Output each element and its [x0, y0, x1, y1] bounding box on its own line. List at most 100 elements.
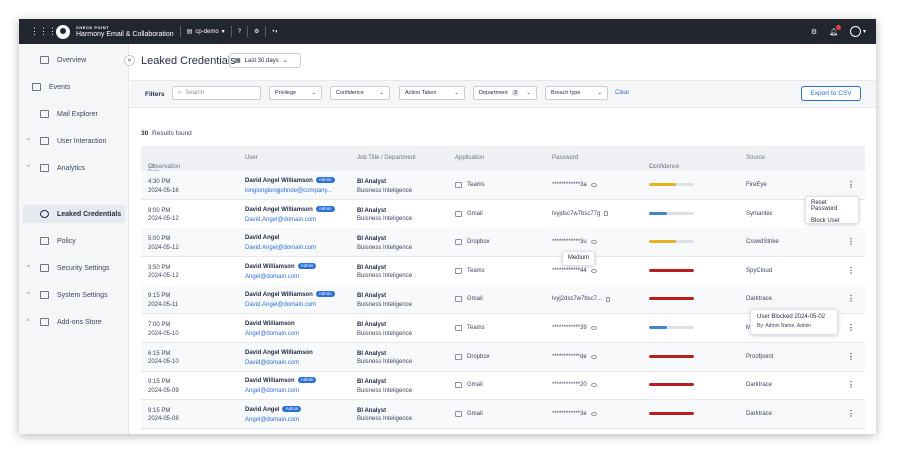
help-icon[interactable]: ?	[237, 28, 242, 35]
password-cell: ************3a	[552, 182, 597, 188]
header-source: Source	[746, 155, 766, 161]
user-email-link[interactable]: longlonglongjohnde@company...	[245, 188, 333, 194]
gear-icon	[40, 291, 49, 299]
brand: CHECK POINT Harmony Email & Collaboratio…	[76, 25, 174, 38]
sort-icon: ↓↑	[649, 164, 655, 170]
notifications-bell-icon[interactable]: 🔔︎	[829, 24, 841, 36]
user-email-link[interactable]: David@domain.com	[245, 359, 300, 366]
date-range-select[interactable]: ▦ Last 30 days ⌄	[229, 53, 301, 68]
eye-icon[interactable]	[590, 411, 597, 416]
table-row[interactable]: 9:15 PM 2024-05-08 David Angel Admin Angel@d…	[141, 399, 865, 429]
user-email-link[interactable]: David.Angel@domain.com	[245, 216, 317, 223]
confidence-filter[interactable]: Confidence ⌄	[330, 86, 390, 100]
table-row[interactable]: 6:15 PM 2024-05-10 David Angel Williamson D…	[141, 342, 865, 372]
sidebar-item-mail-explorer[interactable]: Mail Explorer	[19, 105, 129, 123]
department-filter[interactable]: Department 3 ⌄	[473, 86, 537, 100]
more-actions-icon[interactable]: ⋮	[847, 408, 855, 418]
book-icon	[40, 237, 49, 245]
search-input[interactable]: ⌕ Search	[172, 86, 261, 100]
eye-icon[interactable]	[590, 354, 597, 359]
confidence-bar[interactable]	[649, 240, 694, 244]
table-row[interactable]: 9:15 PM 2024-05-09 David Williamson Admin An…	[141, 371, 865, 401]
sidebar-item-overview[interactable]: Overview	[19, 51, 129, 69]
tenant-selector[interactable]: ▤ cp-demo ▾	[187, 28, 225, 36]
blocked-title: User Blocked 2024-05-02	[757, 314, 826, 320]
eye-icon[interactable]	[590, 326, 597, 330]
job-title: BI Analyst	[357, 350, 387, 357]
reset-password-menu-item[interactable]: Reset Password	[811, 200, 838, 212]
user-email-link[interactable]: Angel@domain.com	[245, 388, 300, 395]
table-row[interactable]: 9:15 PM 2024-05-11 David Angel Williamson A…	[141, 285, 865, 315]
table-row[interactable]: 3:50 PM 2024-05-12 David Williamson Admin An…	[141, 257, 865, 286]
user-email-link[interactable]: Angel@domain.com	[245, 416, 300, 423]
sidebar-item-add-ons-store[interactable]: ^ Add-ons Store	[19, 313, 129, 331]
confidence-bar[interactable]	[649, 297, 694, 301]
sidebar-item-label: Analytics	[57, 164, 86, 172]
product-name: Harmony Email & Collaboration	[76, 30, 174, 38]
table-row[interactable]: 7:00 PM 2024-05-10 David Williamson Angel@d…	[141, 314, 865, 343]
sidebar-item-policy[interactable]: Policy	[19, 232, 129, 250]
confidence-bar[interactable]	[649, 326, 694, 329]
app-launcher-icon[interactable]: ⋮⋮⋮	[30, 26, 57, 36]
password-value: ************3a	[552, 182, 587, 188]
confidence-bar[interactable]	[649, 383, 694, 387]
privilege-label: Privilege	[275, 90, 297, 96]
more-actions-icon[interactable]: ⋮	[847, 265, 855, 275]
user-menu[interactable]: ▾	[849, 26, 866, 37]
confidence-bar[interactable]	[649, 411, 694, 415]
gear-icon[interactable]: ⚙	[810, 28, 818, 36]
table-row[interactable]: 8:00 PM 2024-05-12 David Angel Williamson A…	[141, 200, 865, 229]
eye-icon[interactable]	[590, 268, 597, 273]
sidebar-item-security-settings[interactable]: ^ Security Settings	[19, 259, 129, 277]
password-value: ************20	[552, 382, 587, 389]
mail-icon	[455, 382, 462, 389]
breach-type-filter[interactable]: Breach type ⌄	[545, 86, 608, 100]
export-csv-button[interactable]: Export to CSV	[801, 86, 861, 101]
table-row[interactable]: 9:15 PMDavid Angel WilliamsonBI Analyst	[141, 428, 865, 434]
user-email-link[interactable]: David.Angel@domain.com	[245, 302, 317, 309]
confidence-bar[interactable]	[649, 268, 694, 272]
table-row[interactable]: 4:30 PM 2024-05-16 David Angel Williamson A…	[141, 171, 865, 200]
more-actions-icon[interactable]: ⋮	[847, 323, 855, 332]
chevron-up-icon: ^	[27, 165, 30, 171]
user-email-link[interactable]: Angel@domain.com	[245, 273, 300, 280]
collapse-sidebar-button[interactable]: «	[124, 55, 135, 66]
eye-icon[interactable]	[590, 383, 597, 388]
main-content: Leaked Credentials ▦ Last 30 days ⌄ Filt…	[130, 44, 876, 434]
observation-date: 9:15 PM 2024-05-08	[148, 407, 179, 424]
confidence-bar[interactable]	[649, 183, 694, 186]
confidence-bar[interactable]	[649, 211, 694, 215]
sidebar-item-analytics[interactable]: ^ Analytics	[19, 159, 129, 177]
job-title: BI Analyst	[357, 236, 387, 243]
confidence-bar[interactable]	[649, 354, 694, 358]
more-actions-icon[interactable]: ⋮	[847, 351, 855, 361]
dropbox-icon	[455, 353, 462, 360]
application-name: Gmail	[467, 296, 483, 303]
more-actions-icon[interactable]: ⋮	[847, 237, 855, 247]
eye-icon[interactable]	[590, 240, 597, 245]
copy-icon[interactable]	[604, 211, 609, 217]
source: SpyCloud	[746, 267, 773, 274]
table-row[interactable]: 5:00 PM 2024-05-12 David Angel David.Angel@…	[141, 228, 865, 258]
job-cell: BI Analyst Buisness Inteligence	[357, 207, 412, 224]
user-email-link[interactable]: David.Angel@domain.com	[245, 245, 317, 252]
copy-icon[interactable]	[606, 296, 611, 302]
block-user-menu-item[interactable]: Block User	[811, 218, 841, 224]
more-actions-icon[interactable]: ⋮	[847, 180, 855, 189]
settings-icon[interactable]: ⚙	[254, 29, 260, 35]
eye-icon[interactable]	[590, 183, 597, 187]
more-actions-icon[interactable]: ⋮	[847, 294, 855, 304]
puzzle-icon	[40, 318, 49, 326]
sidebar-item-user-interaction[interactable]: ^ User Interaction	[19, 132, 129, 150]
header-application: Application	[455, 155, 485, 161]
sidebar-item-system-settings[interactable]: ^ System Settings	[19, 286, 129, 304]
sidebar-item-leaked-credentials[interactable]: Leaked Credentials	[23, 205, 125, 223]
broadcast-icon[interactable]: •◖	[272, 28, 279, 35]
privilege-filter[interactable]: Privilege ⌄	[269, 86, 322, 100]
sidebar-item-events[interactable]: Events	[19, 78, 129, 96]
clear-filters-link[interactable]: Clear	[615, 90, 630, 96]
application-name: Dropbox	[467, 239, 490, 246]
action-taken-filter[interactable]: Action Taken ⌄	[399, 86, 465, 100]
user-email-link[interactable]: Angel@domain.com	[245, 331, 300, 337]
more-actions-icon[interactable]: ⋮	[847, 380, 855, 390]
